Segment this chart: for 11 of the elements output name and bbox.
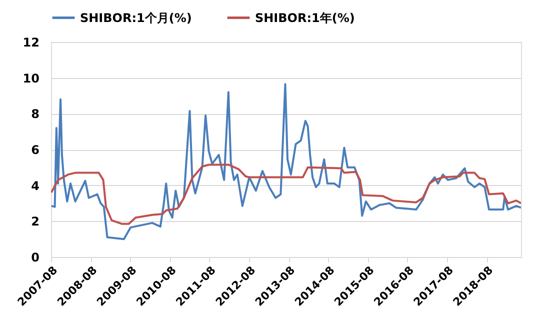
y-tick-label: 10 [22,71,40,86]
y-tick-label: 6 [31,143,40,157]
y-tick-label: 12 [22,36,40,50]
y-tick-label: 8 [31,107,40,122]
y-tick-label: 4 [31,178,40,193]
line-series [51,83,521,240]
line-series [51,164,521,225]
legend-label: SHIBOR:1个月(%) [80,10,192,25]
y-tick-label: 0 [31,250,40,264]
y-tick-label: 2 [31,214,40,229]
legend-label: SHIBOR:1年(%) [255,10,355,25]
